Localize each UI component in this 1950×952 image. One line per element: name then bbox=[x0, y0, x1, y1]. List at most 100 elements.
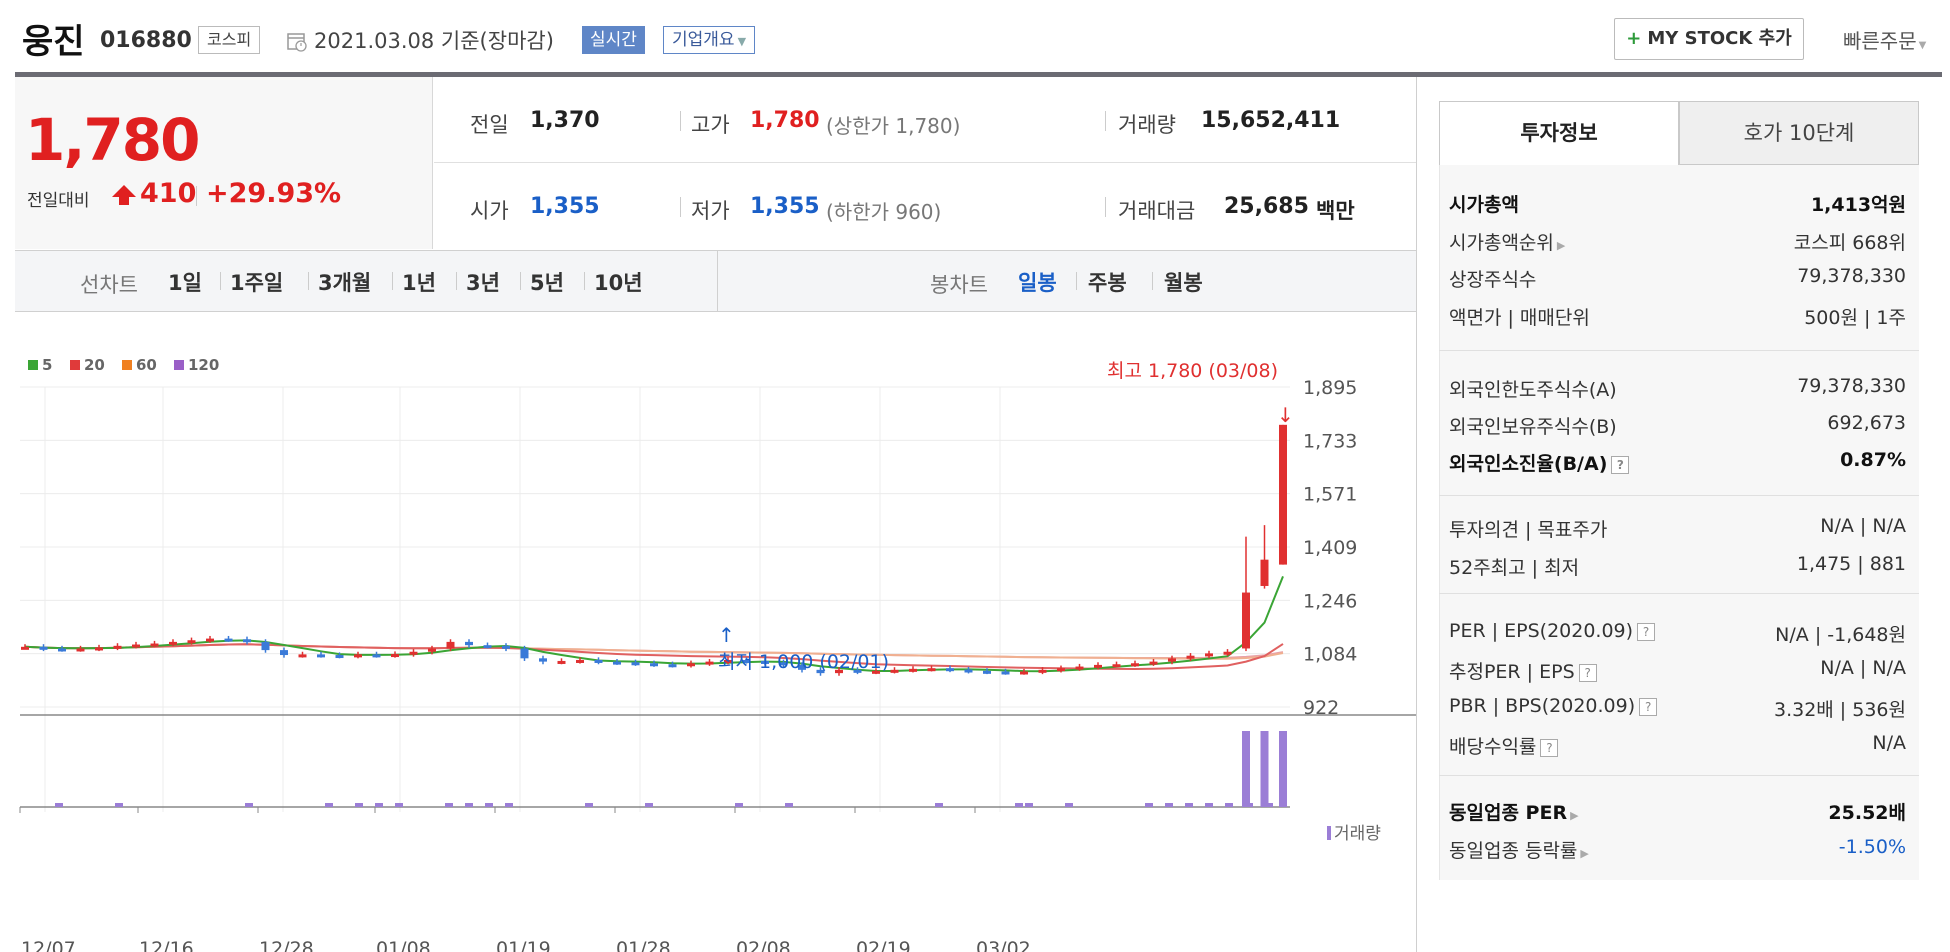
summary-divider bbox=[434, 162, 1416, 163]
volume-bar bbox=[325, 803, 333, 807]
volume-bar bbox=[1015, 803, 1023, 807]
invest-label-text: 52주최고 | 최저 bbox=[1449, 557, 1580, 579]
invest-info-panel bbox=[1439, 165, 1919, 880]
price-chart[interactable]: 1,895 1,733 1,571 1,409 1,246 1,084 922 5 20 60 12… bbox=[0, 312, 1420, 952]
invest-label-text: 배당수익률 bbox=[1449, 736, 1537, 758]
chevron-right-icon[interactable]: ▶ bbox=[1570, 809, 1579, 822]
candle-body bbox=[1001, 671, 1010, 675]
quick-order-button[interactable]: 빠른주문 ▼ bbox=[1843, 25, 1926, 54]
candle-body bbox=[1020, 671, 1028, 675]
volume-bar bbox=[375, 803, 383, 807]
period-candle-2[interactable]: 월봉 bbox=[1164, 271, 1203, 295]
x-tick-label: 02/19 bbox=[856, 938, 911, 952]
candle-body bbox=[465, 641, 473, 646]
legend-label: 120 bbox=[188, 356, 219, 374]
candle-body bbox=[243, 639, 251, 643]
volume-bar bbox=[1225, 803, 1233, 807]
low-value: 1,355 bbox=[750, 194, 820, 219]
company-overview-button[interactable]: 기업개요 ▼ bbox=[663, 26, 756, 54]
separator bbox=[1152, 272, 1153, 290]
invest-label-14: 동일업종 등락률 ▶ bbox=[1449, 836, 1589, 863]
panel-divider bbox=[1439, 350, 1919, 351]
candle-body bbox=[557, 660, 566, 664]
volume-bar bbox=[465, 803, 473, 807]
separator bbox=[1076, 272, 1077, 290]
candle-body bbox=[650, 663, 658, 667]
period-candle-1[interactable]: 주봉 bbox=[1088, 271, 1127, 295]
help-icon[interactable]: ? bbox=[1540, 738, 1559, 757]
volume-legend-label: 거래량 bbox=[1334, 824, 1381, 844]
candle-body bbox=[446, 641, 455, 649]
high-label: 고가 bbox=[691, 113, 730, 137]
period-line-6[interactable]: 10년 bbox=[594, 271, 643, 295]
legend-label: 5 bbox=[42, 356, 52, 374]
help-icon[interactable]: ? bbox=[1637, 622, 1656, 641]
candle-body bbox=[687, 663, 695, 667]
candle-body bbox=[1112, 664, 1121, 668]
period-line-4[interactable]: 3년 bbox=[466, 271, 500, 295]
candle-body bbox=[95, 647, 103, 651]
help-icon[interactable]: ? bbox=[1578, 663, 1597, 682]
period-line-1[interactable]: 1주일 bbox=[230, 271, 284, 295]
candle-body bbox=[280, 650, 288, 656]
realtime-button[interactable]: 실시간 bbox=[582, 26, 645, 54]
volume-bar bbox=[645, 803, 653, 807]
stock-code: 016880 bbox=[100, 28, 192, 53]
invest-value-2: 79,378,330 bbox=[1797, 265, 1906, 287]
candle-body bbox=[539, 658, 547, 662]
panel-divider bbox=[1439, 593, 1919, 594]
volume-bar bbox=[115, 803, 123, 807]
chevron-right-icon[interactable]: ▶ bbox=[1556, 239, 1566, 252]
invest-label-1: 시가총액순위 ▶ bbox=[1449, 228, 1565, 255]
company-overview-label: 기업개요 bbox=[672, 30, 735, 50]
invest-value-10: N/A | N/A bbox=[1820, 657, 1906, 679]
amount-value: 25,685 bbox=[1224, 194, 1309, 219]
candle-body bbox=[594, 659, 603, 663]
high-arrow-icon: ↓ bbox=[1277, 403, 1294, 427]
period-candle-0[interactable]: 일봉 bbox=[1018, 271, 1057, 295]
help-icon[interactable]: ? bbox=[1639, 697, 1658, 716]
tab-hoga-10[interactable]: 호가 10단계 bbox=[1679, 101, 1919, 165]
quick-order-label: 빠른주문 bbox=[1843, 29, 1917, 53]
help-icon[interactable]: ? bbox=[1611, 455, 1630, 474]
volume-bar bbox=[1165, 803, 1173, 807]
my-stock-add-button[interactable]: + MY STOCK 추가 bbox=[1614, 18, 1804, 60]
period-line-2[interactable]: 3개월 bbox=[318, 271, 372, 295]
invest-label-text: 시가총액 bbox=[1449, 194, 1519, 216]
y-tick-label: 922 bbox=[1303, 697, 1339, 719]
y-tick-label: 1,084 bbox=[1303, 644, 1357, 666]
candle-body bbox=[779, 662, 788, 666]
tab-invest-info[interactable]: 투자정보 bbox=[1439, 101, 1679, 165]
invest-label-4: 외국인한도주식수(A) bbox=[1449, 375, 1617, 402]
candle-body bbox=[502, 645, 510, 649]
volume-bar bbox=[585, 803, 593, 807]
candle-body bbox=[391, 654, 399, 658]
separator bbox=[1105, 197, 1106, 217]
period-line-5[interactable]: 5년 bbox=[530, 271, 564, 295]
candle-body bbox=[983, 670, 991, 674]
y-tick-label: 1,571 bbox=[1303, 484, 1357, 506]
x-tick-label: 02/08 bbox=[736, 938, 791, 952]
base-date: 2021.03.08 기준(장마감) bbox=[314, 29, 554, 53]
candle-body bbox=[1223, 651, 1232, 655]
candle-body bbox=[21, 646, 29, 650]
ma60-line bbox=[24, 643, 1284, 660]
invest-label-text: 동일업종 PER bbox=[1449, 802, 1568, 824]
volume-bar bbox=[1185, 803, 1193, 807]
volume-bar bbox=[1260, 731, 1269, 807]
candle-body bbox=[1038, 669, 1047, 673]
invest-value-7: N/A | N/A bbox=[1820, 515, 1906, 537]
invest-label-11: PBR | BPS(2020.09)? bbox=[1449, 695, 1658, 717]
invest-label-text: PER | EPS(2020.09) bbox=[1449, 620, 1634, 642]
low-annotation: 최저 1,000 (02/01) bbox=[718, 651, 889, 673]
invest-value-14: -1.50% bbox=[1838, 836, 1906, 858]
period-line-0[interactable]: 1일 bbox=[168, 271, 202, 295]
stock-name: 웅진 bbox=[22, 22, 85, 62]
candle-body bbox=[298, 654, 307, 658]
x-tick-label: 01/08 bbox=[376, 938, 431, 952]
chevron-right-icon[interactable]: ▶ bbox=[1580, 847, 1589, 860]
volume-bar bbox=[245, 803, 253, 807]
period-line-3[interactable]: 1년 bbox=[402, 271, 436, 295]
legend-label: 20 bbox=[84, 356, 105, 374]
invest-value-3: 500원 | 1주 bbox=[1804, 307, 1906, 329]
